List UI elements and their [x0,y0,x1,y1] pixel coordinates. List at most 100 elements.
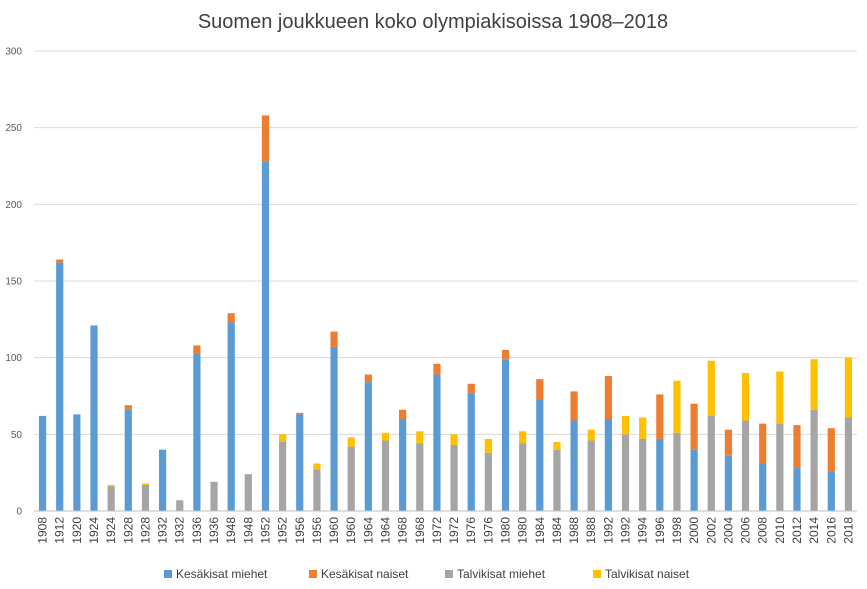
bar-segment [827,428,835,472]
x-tick-label: 1984 [550,517,564,544]
bar-segment [296,414,304,511]
gridlines [34,50,857,435]
x-tick-label: 2002 [704,517,718,544]
x-tick-label: 2006 [739,517,753,544]
bar-segment [536,399,544,511]
bar-segment [776,423,784,511]
y-tick-label: 100 [5,353,22,364]
x-tick-label: 1960 [327,517,341,544]
bar-segment [673,432,681,511]
bar-segment [776,371,784,424]
bar-segment [347,437,355,447]
x-tick-label: 2012 [790,517,804,544]
x-tick-label: 1994 [636,517,650,544]
x-tick-label: 1968 [396,517,410,544]
bar-segment [793,425,801,469]
bar-segment [810,359,818,410]
bar-segment [741,420,750,511]
x-tick-label: 1964 [361,517,375,544]
x-tick-label: 2014 [807,517,821,544]
x-tick-label: 1928 [138,517,152,544]
x-tick-label: 1992 [601,517,615,544]
bar-segment [844,417,853,511]
bar-segment [296,412,304,415]
bar-segment [604,419,612,511]
bar-segment [227,313,235,323]
bar-segment [673,380,681,433]
bar-segment [759,423,767,464]
bar-segment [639,438,647,511]
bar-segment [827,471,835,511]
x-tick-label: 1932 [173,517,187,544]
bar-segment [176,500,184,511]
x-tick-label: 1948 [241,517,255,544]
x-tick-label: 1968 [413,517,427,544]
bar-segment [656,438,664,511]
bar-segment [741,373,750,421]
bar-segment [56,262,64,511]
bar-segment [330,346,338,511]
bar-segment [553,449,561,511]
bar-segment [261,161,270,511]
chart-title: Suomen joukkueen koko olympiakisoissa 19… [198,11,668,33]
x-tick-label: 1932 [156,517,170,544]
bar-segment [347,446,355,511]
x-tick-label: 1952 [258,517,272,544]
bar-segment [124,409,132,511]
bar-segment [570,391,578,421]
bar-segment [38,415,47,511]
bar-segment [313,469,321,511]
bar-segment [56,259,64,263]
bar-segment [553,442,561,450]
x-tick-label: 1924 [104,517,118,544]
bar-segment [724,455,733,511]
bar-segment [279,442,287,511]
legend-swatch [164,570,172,578]
bar-segment [639,417,647,439]
bar-segment [793,468,801,511]
bar-segment [450,445,458,511]
x-tick-label: 1980 [499,517,513,544]
legend-item: Kesäkisat naiset [309,567,409,581]
bar-segment [244,474,252,511]
x-tick-label: 1976 [481,517,495,544]
x-tick-label: 1960 [344,517,358,544]
bar-segment [570,420,578,511]
bar-segment [158,449,167,511]
legend-item: Talvikisat naiset [593,567,690,581]
x-tick-label: 1992 [619,517,633,544]
bar-segment [330,331,338,347]
bar-segment [536,379,544,400]
bar-segment [433,363,441,375]
y-axis-tick-labels: 0 50 100 150 200 250 300 [5,47,22,518]
x-tick-label: 1936 [190,517,204,544]
bar-segment [399,409,407,419]
x-tick-label: 1908 [36,517,50,544]
bar-segment [587,429,595,441]
bar-segment [484,452,492,511]
x-tick-label: 2010 [773,517,787,544]
bar-segment [364,382,372,511]
bar-segment [73,414,81,511]
bar-segment [124,405,132,410]
y-tick-label: 0 [16,507,22,518]
bar-segment [724,429,733,456]
bar-segment [484,438,492,453]
x-tick-label: 2008 [756,517,770,544]
bar-segment [707,360,715,416]
x-tick-label: 1984 [533,517,547,544]
x-tick-label: 1928 [121,517,135,544]
bar-segment [621,434,630,511]
x-tick-label: 1920 [70,517,84,544]
y-tick-label: 250 [5,123,22,134]
x-tick-label: 1964 [378,517,392,544]
bar-segment [90,325,98,511]
x-tick-label: 1936 [207,517,221,544]
bar-segment [810,409,818,511]
bar-segment [141,484,150,511]
y-tick-label: 150 [5,277,22,288]
x-tick-label: 1996 [653,517,667,544]
bar-segment [107,486,115,511]
bar-segment [759,463,767,511]
bar-segment [141,483,150,485]
